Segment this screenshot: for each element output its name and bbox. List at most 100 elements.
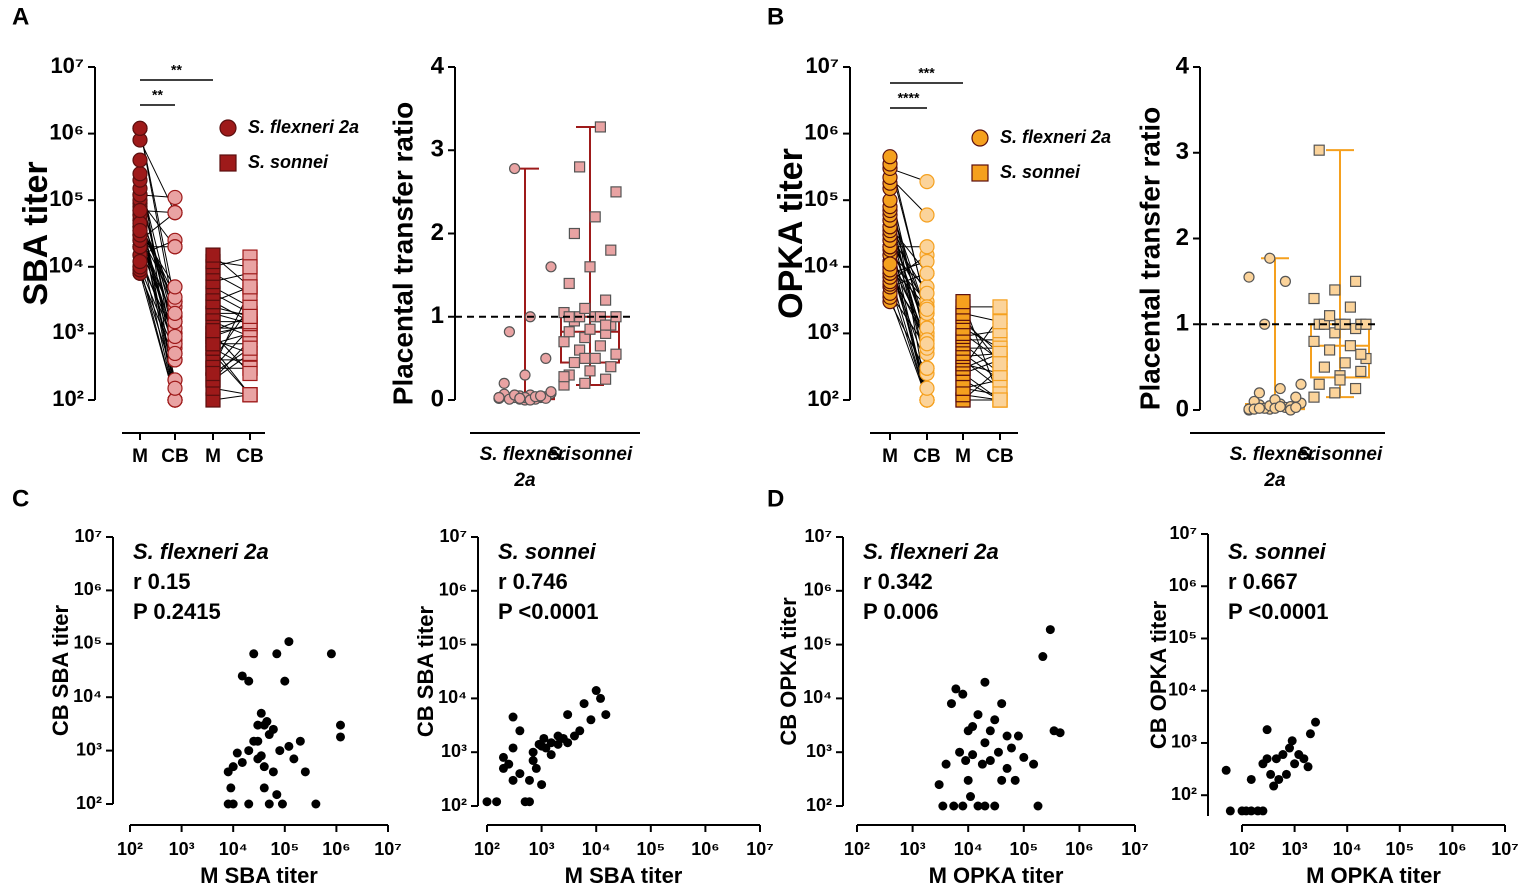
y-tick-label: 10²	[76, 793, 102, 813]
point	[272, 649, 282, 659]
point	[335, 720, 345, 730]
y-tick-label: 4	[1176, 52, 1190, 79]
x-tick-label: 10⁶	[1065, 839, 1093, 859]
y-tick-label: 3	[1176, 138, 1189, 165]
point	[244, 799, 254, 809]
cord-point	[992, 392, 1008, 408]
x-tick-label: S. flexneri	[480, 444, 572, 465]
point	[1045, 625, 1055, 635]
point	[993, 747, 1003, 757]
y-tick-label: 10⁷	[440, 526, 467, 546]
y-tick-label: 0	[1176, 395, 1189, 422]
x-tick-label: S. sonnei	[1298, 444, 1383, 465]
point	[985, 726, 995, 736]
point	[1305, 729, 1315, 739]
point	[966, 792, 976, 802]
point	[232, 748, 242, 758]
ratio-point	[589, 211, 601, 223]
point	[546, 750, 556, 760]
x-tick-label: 10³	[900, 839, 926, 859]
significance-label: **	[152, 87, 163, 103]
point	[508, 712, 518, 722]
ratio-point	[545, 386, 557, 398]
cord-point	[242, 340, 258, 356]
y-tick-label: 10²	[806, 795, 832, 815]
point	[546, 738, 556, 748]
ratio-point	[1279, 275, 1292, 287]
annotation: P <0.0001	[498, 599, 599, 624]
y-tick-label: 2	[1176, 224, 1189, 251]
point	[949, 801, 959, 811]
ratio-point	[589, 352, 601, 364]
point	[980, 738, 990, 748]
x-tick-label: M	[132, 446, 148, 467]
point	[941, 759, 951, 769]
cord-point	[992, 356, 1008, 372]
ratio-point	[599, 319, 612, 331]
ratio-point	[610, 348, 622, 360]
y-axis-label: CB OPKA titer	[1146, 600, 1171, 749]
x-tick-label: 10⁶	[322, 839, 350, 859]
ratio-point	[1290, 391, 1302, 403]
point	[524, 775, 534, 785]
point	[1269, 781, 1279, 791]
point	[326, 649, 336, 659]
x-tick-label: 10³	[1282, 839, 1308, 859]
cord-point	[919, 239, 935, 255]
cord-point	[167, 189, 183, 206]
point	[1006, 743, 1016, 753]
point	[249, 736, 259, 746]
point	[955, 747, 965, 757]
point	[226, 783, 236, 793]
y-tick-label: 10⁶	[439, 580, 467, 600]
x-tick-label: 10⁵	[1386, 839, 1414, 859]
annotation: r 0.667	[1228, 569, 1298, 594]
point	[295, 736, 305, 746]
point	[973, 710, 983, 720]
cord-point	[242, 279, 258, 295]
point	[990, 801, 1000, 811]
point	[1285, 743, 1295, 753]
x-tick-label: 10⁷	[1121, 839, 1148, 859]
cord-point	[919, 380, 935, 396]
annotation: P 0.2415	[133, 599, 221, 624]
point	[1266, 769, 1276, 779]
point	[1038, 652, 1048, 662]
point	[1010, 775, 1020, 785]
y-tick-label: 10³	[807, 319, 839, 344]
panel-label: C	[12, 485, 29, 512]
point	[1311, 717, 1321, 727]
panel-label: D	[767, 485, 784, 512]
cord-point	[919, 301, 935, 317]
point	[244, 746, 254, 756]
cord-point	[167, 305, 183, 321]
point	[596, 693, 606, 703]
point	[515, 769, 525, 779]
point	[553, 739, 563, 749]
ratio-point	[1355, 348, 1367, 360]
cord-point	[242, 365, 258, 382]
y-tick-label: 10⁵	[1169, 627, 1197, 647]
x-tick-label: M	[205, 446, 221, 467]
cord-point	[167, 239, 183, 255]
y-tick-label: 10⁶	[804, 119, 839, 144]
y-tick-label: 10⁴	[438, 687, 467, 707]
ratio-point	[1329, 284, 1341, 296]
x-tick-label: 10⁴	[1333, 839, 1362, 859]
y-tick-label: 10⁵	[804, 186, 839, 211]
point	[591, 686, 601, 696]
point	[498, 752, 508, 762]
y-tick-label: 10⁵	[49, 186, 84, 211]
mother-point	[882, 149, 898, 165]
x-tick-label: M	[882, 446, 898, 467]
x-axis-label: M SBA titer	[200, 863, 318, 887]
point	[311, 799, 321, 809]
ratio-point	[1349, 275, 1362, 287]
point	[977, 759, 987, 769]
x-tick-label: 10²	[1229, 839, 1255, 859]
point	[300, 767, 310, 777]
ratio-point	[563, 326, 575, 338]
point	[1281, 769, 1291, 779]
point	[253, 754, 263, 764]
